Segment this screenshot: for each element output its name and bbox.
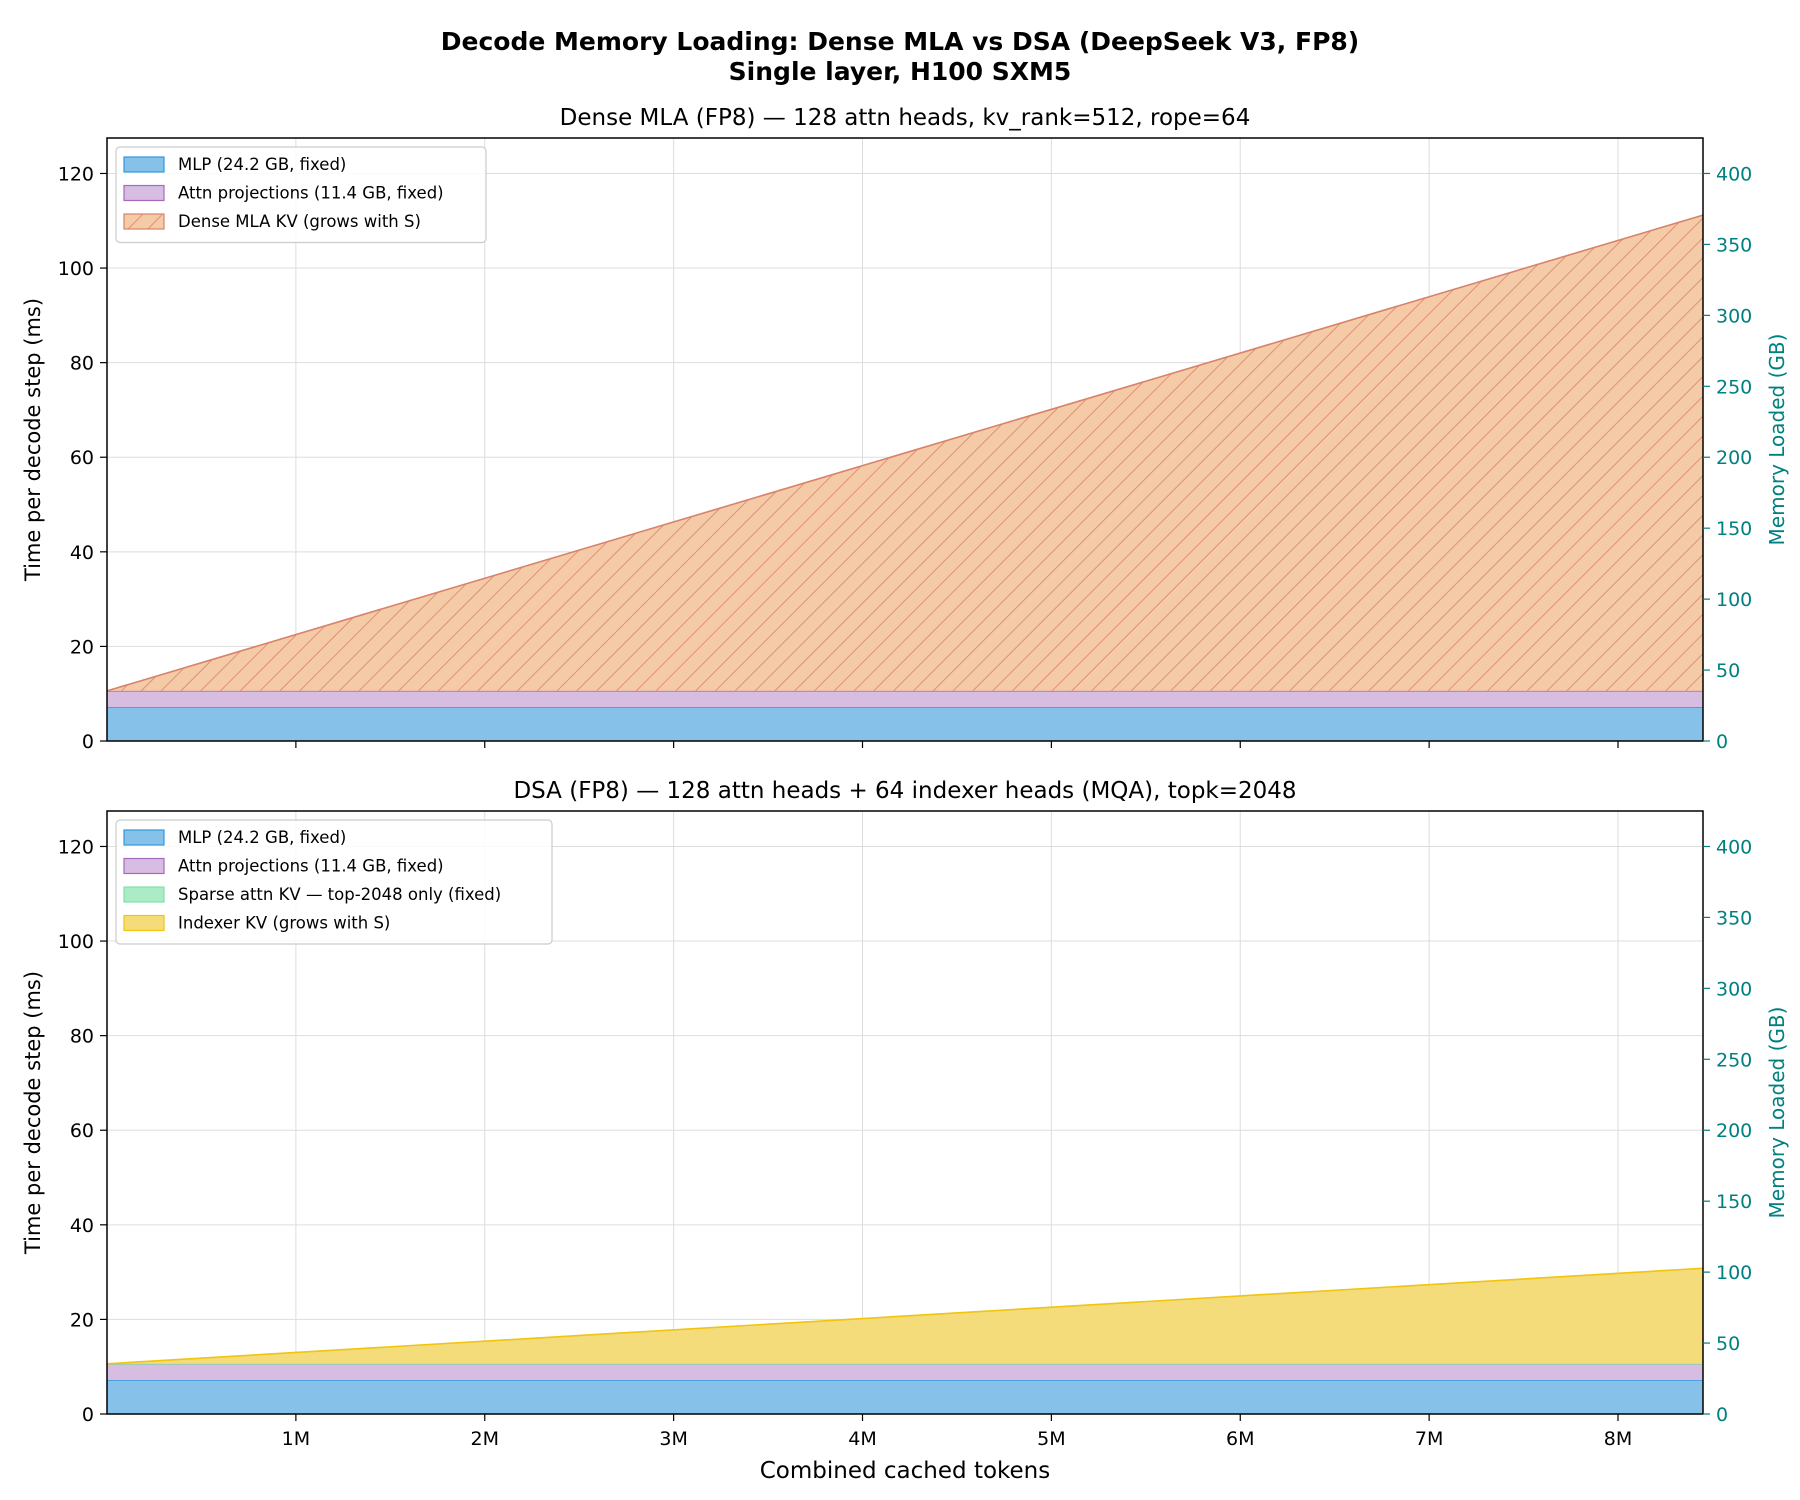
y-tick-label: 100 [58, 258, 94, 280]
legend-swatch [123, 886, 165, 903]
y-right-axis-label: Memory Loaded (GB) [1765, 334, 1789, 546]
y-right-tick-label: 200 [1716, 1120, 1752, 1142]
y-right-tick-label: 50 [1716, 660, 1740, 682]
area-dense-2-edge [106, 214, 1704, 692]
legend-entry: MLP (24.2 GB, fixed) [178, 828, 346, 847]
legend-swatch-hatch [124, 214, 164, 229]
legend-entry: Indexer KV (grows with S) [178, 914, 390, 933]
legend-entry: Sparse attn KV — top-2048 only (fixed) [178, 885, 501, 904]
legend-swatch [123, 829, 165, 846]
panels: Dense MLA (FP8) — 128 attn heads, kv_ran… [21, 105, 1789, 1450]
legend-entry: MLP (24.2 GB, fixed) [178, 155, 346, 174]
y-right-tick-label: 100 [1716, 589, 1752, 611]
y-right-tick-label: 200 [1716, 447, 1752, 469]
y-tick-label: 120 [58, 836, 94, 858]
area-mlp-0 [107, 1379, 1703, 1414]
figure-subtitle: Single layer, H100 SXM5 [729, 57, 1072, 86]
x-tick-label: 4M [848, 1428, 876, 1450]
y-right-tick-label: 100 [1716, 1262, 1752, 1284]
legend: MLP (24.2 GB, fixed) Attn projections (11… [115, 819, 553, 945]
y-right-tick-label: 250 [1716, 376, 1752, 398]
x-tick-label: 8M [1604, 1428, 1632, 1450]
y-right-tick-label: 300 [1716, 305, 1752, 327]
y-right-tick-label: 150 [1716, 518, 1752, 540]
y-tick-label: 60 [70, 447, 94, 469]
x-tick-label: 6M [1226, 1428, 1254, 1450]
legend: MLP (24.2 GB, fixed) Attn projections (11… [115, 146, 487, 244]
y-right-tick-label: 50 [1716, 1333, 1740, 1355]
y-tick-label: 20 [70, 1309, 94, 1331]
legend-swatch [123, 156, 165, 173]
y-tick-label: 0 [82, 1404, 94, 1426]
area-indexer-3-edge [106, 1267, 1704, 1365]
y-tick-label: 100 [58, 931, 94, 953]
chart-panel-1: Dense MLA (FP8) — 128 attn heads, kv_ran… [21, 105, 1789, 753]
y-right-tick-label: 350 [1716, 907, 1752, 929]
y-right-tick-label: 350 [1716, 234, 1752, 256]
legend-box [115, 819, 553, 945]
y-tick-label: 80 [70, 353, 94, 375]
y-axis-label: Time per decode step (ms) [21, 298, 45, 582]
y-tick-label: 40 [70, 1215, 94, 1237]
y-right-tick-label: 250 [1716, 1049, 1752, 1071]
y-tick-label: 60 [70, 1120, 94, 1142]
legend-entry: Attn projections (11.4 GB, fixed) [178, 857, 444, 876]
x-tick-label: 5M [1037, 1428, 1065, 1450]
legend-swatch [123, 184, 165, 202]
figure-title: Decode Memory Loading: Dense MLA vs DSA … [441, 27, 1359, 56]
area-mlp-0 [107, 706, 1703, 741]
legend-box [115, 146, 487, 244]
area-attn-1 [107, 1363, 1703, 1380]
chart-title: Dense MLA (FP8) — 128 attn heads, kv_ran… [560, 105, 1251, 131]
chart-title: DSA (FP8) — 128 attn heads + 64 indexer … [513, 778, 1296, 804]
area-attn-1 [107, 690, 1703, 707]
y-right-tick-label: 150 [1716, 1191, 1752, 1213]
y-tick-label: 20 [70, 636, 94, 658]
y-tick-label: 120 [58, 163, 94, 185]
y-right-tick-label: 0 [1716, 731, 1728, 753]
y-axis-label: Time per decode step (ms) [21, 971, 45, 1255]
y-right-tick-label: 400 [1716, 163, 1752, 185]
y-tick-label: 0 [82, 731, 94, 753]
legend-swatch [123, 914, 165, 932]
y-tick-label: 40 [70, 542, 94, 564]
axes-frame [106, 137, 1704, 742]
x-tick-label: 3M [659, 1428, 687, 1450]
y-right-axis-label: Memory Loaded (GB) [1765, 1007, 1789, 1219]
legend-entry: Attn projections (11.4 GB, fixed) [178, 184, 444, 203]
y-tick-label: 80 [70, 1026, 94, 1048]
legend-entry: Dense MLA KV (grows with S) [178, 212, 421, 231]
legend-swatch [123, 857, 165, 875]
x-tick-label: 2M [471, 1428, 499, 1450]
axes-frame [106, 810, 1704, 1415]
x-tick-label: 1M [282, 1428, 310, 1450]
x-axis-label: Combined cached tokens [760, 1458, 1051, 1484]
y-right-tick-label: 300 [1716, 978, 1752, 1000]
x-tick-label: 7M [1415, 1428, 1443, 1450]
chart-panel-2: DSA (FP8) — 128 attn heads + 64 indexer … [21, 778, 1789, 1450]
y-right-tick-label: 0 [1716, 1404, 1728, 1426]
y-right-tick-label: 400 [1716, 836, 1752, 858]
